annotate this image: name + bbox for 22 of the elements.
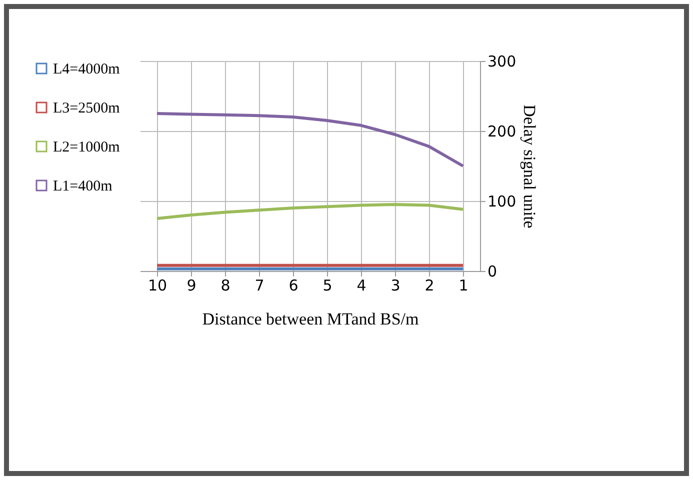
y-tick-label: 200 [488,122,516,140]
x-tick-label: 4 [356,276,366,294]
line-series [156,203,464,220]
legend-label: L4=4000m [53,62,120,78]
line-series [156,112,464,168]
y-tick-label: 100 [488,192,516,210]
x-tick-label: 10 [148,276,168,294]
x-axis-title: Distance between MTand BS/m [202,310,419,328]
x-tick-label: 2 [424,276,434,294]
x-tick-label: 6 [288,276,298,294]
x-tick-label: 3 [390,276,400,294]
x-tick-label: 9 [186,276,196,294]
legend-label: L3=2500m [53,100,120,116]
y-tick-label: 0 [488,262,498,280]
legend-label: L1=400m [53,178,113,194]
legend-label: L2=1000m [53,140,120,156]
y-tick-label: 300 [488,52,516,70]
x-tick-label: 1 [458,276,468,294]
x-tick-label: 5 [322,276,332,294]
x-tick-label: 7 [254,276,264,294]
y-axis-title: Delay signal unite [520,104,540,228]
x-tick-label: 8 [220,276,230,294]
